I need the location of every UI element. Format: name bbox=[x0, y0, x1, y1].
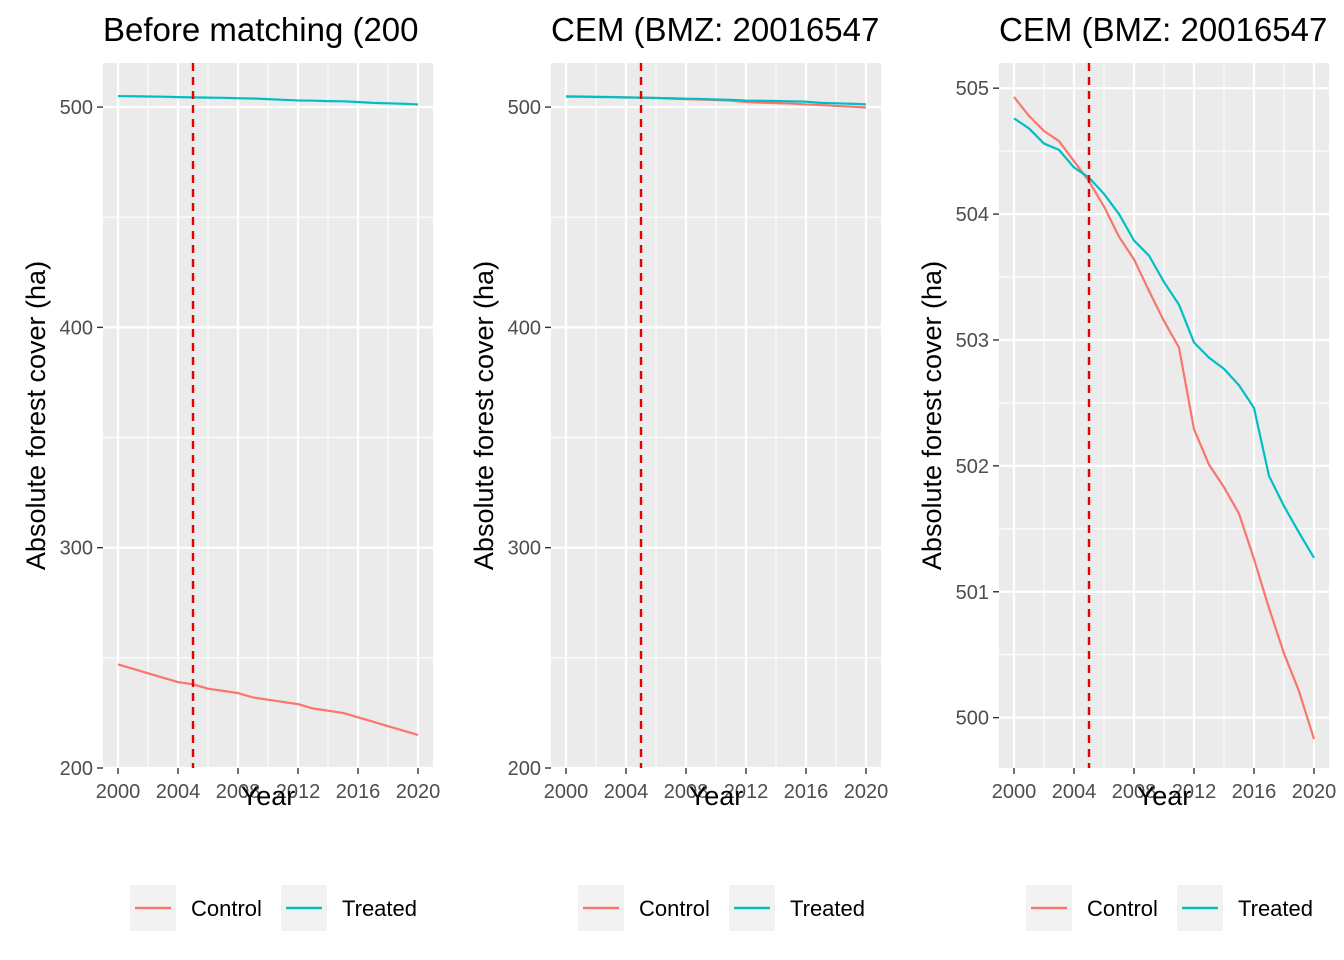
legend-label-treated: Treated bbox=[342, 896, 417, 921]
y-tick-label: 500 bbox=[60, 97, 93, 119]
y-axis-title: Absolute forest cover (ha) bbox=[917, 261, 947, 570]
x-tick-label: 2000 bbox=[544, 781, 589, 803]
x-axis-title: Year bbox=[1137, 781, 1192, 811]
series-line-treated bbox=[117, 94, 419, 106]
legend: Control Treated bbox=[1026, 885, 1313, 931]
y-tick-label: 500 bbox=[956, 708, 989, 730]
x-tick-label: 2004 bbox=[604, 781, 649, 803]
y-tick-label: 200 bbox=[60, 758, 93, 780]
x-tick-label: 2008 bbox=[664, 781, 709, 803]
x-tick-label: 2008 bbox=[216, 781, 261, 803]
x-tick-label: 2000 bbox=[992, 781, 1037, 803]
x-axis-title: Year bbox=[241, 781, 296, 811]
x-tick-label: 2000 bbox=[96, 781, 141, 803]
y-tick-label: 502 bbox=[956, 456, 989, 478]
legend-label-control: Control bbox=[1087, 896, 1158, 921]
x-tick-label: 2008 bbox=[1112, 781, 1157, 803]
panel-title: CEM (BMZ: 20016547 bbox=[551, 11, 879, 48]
series-line-treated bbox=[565, 95, 867, 106]
y-tick-label: 300 bbox=[508, 538, 541, 560]
x-tick-label: 2012 bbox=[1172, 781, 1217, 803]
chart-panel-2: 2000 2004 2008 2012 2016 2020 200 300 400 500 Year… bbox=[469, 11, 888, 931]
legend: Control Treated bbox=[578, 885, 865, 931]
legend-label-control: Control bbox=[639, 896, 710, 921]
legend: Control Treated bbox=[130, 885, 417, 931]
legend-label-control: Control bbox=[191, 896, 262, 921]
x-tick-label: 2004 bbox=[1052, 781, 1097, 803]
y-tick-label: 500 bbox=[508, 97, 541, 119]
x-tick-label: 2016 bbox=[784, 781, 829, 803]
x-axis-title: Year bbox=[689, 781, 744, 811]
y-tick-label: 505 bbox=[956, 78, 989, 100]
x-tick-label: 2004 bbox=[156, 781, 201, 803]
x-tick-label: 2020 bbox=[396, 781, 441, 803]
y-tick-label: 400 bbox=[60, 317, 93, 339]
y-axis-title: Absolute forest cover (ha) bbox=[21, 261, 51, 570]
y-tick-label: 501 bbox=[956, 582, 989, 604]
legend-label-treated: Treated bbox=[1238, 896, 1313, 921]
chart-panel-1: 2000 2004 2008 2012 2016 2020 200 300 400 500 Year… bbox=[21, 11, 440, 931]
x-tick-label: 2020 bbox=[844, 781, 889, 803]
x-tick-label: 2020 bbox=[1292, 781, 1337, 803]
x-tick-label: 2016 bbox=[1232, 781, 1277, 803]
x-tick-label: 2012 bbox=[276, 781, 321, 803]
legend-label-treated: Treated bbox=[790, 896, 865, 921]
y-axis-title: Absolute forest cover (ha) bbox=[469, 261, 499, 570]
panel-title: CEM (BMZ: 20016547 bbox=[999, 11, 1327, 48]
series-line-control bbox=[1013, 96, 1316, 740]
y-tick-label: 300 bbox=[60, 538, 93, 560]
series-line-control bbox=[117, 663, 419, 737]
y-tick-label: 200 bbox=[508, 758, 541, 780]
y-tick-label: 400 bbox=[508, 317, 541, 339]
x-tick-label: 2012 bbox=[724, 781, 769, 803]
y-tick-label: 503 bbox=[956, 330, 989, 352]
y-tick-label: 504 bbox=[956, 204, 989, 226]
chart-panel-3: 2000 2004 2008 2012 2016 2020 500 501 502 503 504 5… bbox=[917, 11, 1336, 931]
x-tick-label: 2016 bbox=[336, 781, 381, 803]
series-line-treated bbox=[1013, 117, 1315, 559]
panel-title: Before matching (200 bbox=[103, 11, 419, 48]
